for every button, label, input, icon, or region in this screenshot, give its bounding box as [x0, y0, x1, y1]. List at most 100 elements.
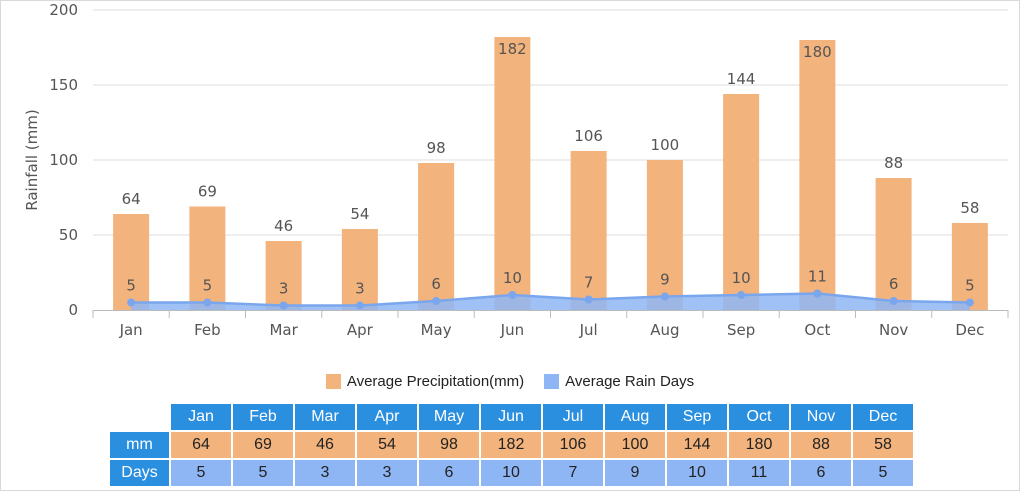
precipitation-labels: 64 69 46 54 98 182 106 100 144 180 88 58 [122, 40, 980, 235]
y-tick-label: 150 [49, 76, 78, 94]
x-tick-label: Mar [269, 321, 298, 339]
rain-days-value-label: 6 [431, 275, 441, 293]
y-tick-label: 200 [49, 1, 78, 19]
bar-value-label: 58 [960, 199, 979, 217]
bar-jan [113, 214, 150, 310]
table-header-dec: Dec [853, 404, 913, 430]
rain-days-value-label: 5 [965, 277, 975, 295]
bar-value-label: 88 [884, 154, 903, 172]
table-cell-mm: 64 [171, 432, 231, 458]
table-header-may: May [419, 404, 479, 430]
bar-value-label: 106 [574, 127, 603, 145]
table-cell-days: 7 [543, 460, 603, 486]
rain-days-point [508, 291, 517, 299]
rain-days-swatch [544, 373, 560, 389]
bar-sep [723, 94, 760, 310]
table-header-mar: Mar [295, 404, 355, 430]
gridlines [93, 9, 1008, 236]
table-header-feb: Feb [233, 404, 293, 430]
x-tick-label: Jul [579, 321, 598, 339]
table-row-days: Days 5 5 3 3 6 10 7 9 10 11 6 5 [110, 460, 913, 486]
bar-value-label: 64 [122, 190, 141, 208]
bar-mar [265, 241, 302, 310]
table-cell-mm: 182 [481, 432, 541, 458]
table-row-mm: mm 64 69 46 54 98 182 106 100 144 180 88 58 [110, 432, 913, 458]
table-cell-mm: 46 [295, 432, 355, 458]
chart-legend: Average Precipitation(mm) Average Rain D… [0, 371, 1020, 391]
row-label-days: Days [110, 460, 169, 486]
bar-jun [494, 37, 531, 310]
bar-dec [951, 223, 988, 310]
rain-days-value-label: 10 [732, 269, 751, 287]
rain-days-labels: 5 5 3 3 6 10 7 9 10 11 6 5 [126, 268, 974, 298]
rain-days-line [131, 292, 970, 307]
table-header-aug: Aug [605, 404, 665, 430]
x-axis-ticks: Jan Feb Mar Apr May Jun Jul Aug Sep Oct Nov Dec [92, 310, 1009, 339]
x-tick-label: Aug [650, 321, 679, 339]
table-cell-mm: 69 [233, 432, 293, 458]
x-tick-label: Dec [955, 321, 984, 339]
table-cell-mm: 58 [853, 432, 913, 458]
rain-days-point [660, 292, 669, 301]
x-tick-label: Feb [194, 321, 221, 339]
table-cell-days: 5 [171, 460, 231, 486]
table-header-jan: Jan [171, 404, 231, 430]
rain-days-point [737, 291, 746, 299]
rain-days-value-label: 5 [203, 277, 213, 295]
x-tick-label: Oct [804, 321, 830, 339]
rain-days-area [127, 289, 974, 310]
table-cell-days: 9 [605, 460, 665, 486]
x-tick-label: Jun [500, 321, 524, 339]
rain-days-point [279, 301, 288, 310]
table-cell-days: 11 [729, 460, 789, 486]
x-tick-label: Sep [727, 321, 755, 339]
x-tick-label: Jan [119, 321, 143, 339]
table-cell-days: 5 [853, 460, 913, 486]
table-cell-days: 10 [667, 460, 727, 486]
rain-days-value-label: 10 [503, 269, 522, 287]
table-cell-mm: 98 [419, 432, 479, 458]
legend-item-rain-days[interactable]: Average Rain Days [544, 373, 694, 390]
table-cell-days: 3 [295, 460, 355, 486]
bar-may [418, 163, 455, 310]
y-tick-label: 50 [59, 226, 78, 244]
row-label-mm: mm [110, 432, 169, 458]
rain-days-value-label: 7 [584, 274, 594, 292]
table-cell-mm: 180 [729, 432, 789, 458]
rain-days-value-label: 5 [126, 277, 136, 295]
y-axis-ticks: 0 50 100 150 200 [49, 1, 78, 319]
bar-aug [646, 160, 683, 310]
bar-value-label: 54 [350, 205, 369, 223]
y-tick-label: 100 [49, 151, 78, 169]
table-header-jul: Jul [543, 404, 603, 430]
rain-days-value-label: 3 [279, 280, 289, 298]
rain-days-point [355, 301, 364, 310]
legend-item-precipitation[interactable]: Average Precipitation(mm) [325, 372, 525, 390]
legend-label-precipitation: Average Precipitation(mm) [346, 372, 525, 390]
legend-label-rain-days: Average Rain Days [565, 372, 695, 390]
table-header-row: Jan Feb Mar Apr May Jun Jul Aug Sep Oct Nov Dec [110, 404, 913, 430]
rain-days-point [432, 297, 441, 305]
bar-value-label: 180 [803, 43, 832, 61]
table-cell-mm: 144 [667, 432, 727, 458]
rain-days-point [889, 297, 898, 305]
table-corner [110, 404, 169, 430]
x-tick-label: Apr [347, 321, 374, 339]
data-table: Jan Feb Mar Apr May Jun Jul Aug Sep Oct Nov Dec mm … [108, 402, 915, 488]
bar-value-label: 69 [198, 183, 217, 201]
table-header-nov: Nov [791, 404, 851, 430]
bar-apr [341, 229, 378, 310]
rain-days-value-label: 6 [889, 275, 899, 293]
table-cell-days: 10 [481, 460, 541, 486]
bar-feb [189, 206, 226, 310]
table-header-sep: Sep [667, 404, 727, 430]
table-cell-mm: 88 [791, 432, 851, 458]
y-tick-label: 0 [68, 301, 78, 319]
precipitation-swatch [325, 373, 341, 389]
x-tick-label: May [421, 321, 452, 339]
rain-days-value-label: 9 [660, 271, 670, 289]
rain-days-point [584, 295, 593, 304]
bar-nov [875, 178, 912, 310]
table-cell-days: 6 [419, 460, 479, 486]
